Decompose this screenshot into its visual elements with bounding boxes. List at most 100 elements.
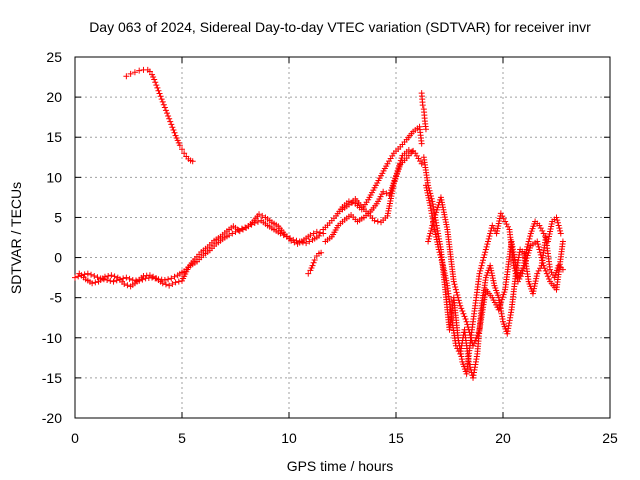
data-trace <box>226 224 235 233</box>
data-trace <box>162 281 169 288</box>
data-point <box>166 282 173 289</box>
y-tick-label: 0 <box>54 250 62 266</box>
data-trace <box>401 148 410 157</box>
data-trace <box>94 274 101 281</box>
data-trace <box>330 224 340 238</box>
data-trace <box>155 277 164 285</box>
data-point <box>110 278 117 285</box>
data-trace <box>88 271 95 278</box>
data-point <box>256 211 263 218</box>
data-trace <box>529 239 539 248</box>
data-trace <box>516 273 524 282</box>
data-trace <box>169 124 176 131</box>
data-trace <box>291 239 298 246</box>
x-tick-label: 0 <box>71 430 79 446</box>
y-tick-label: 20 <box>46 89 62 105</box>
data-trace <box>530 273 540 295</box>
data-trace <box>208 243 218 252</box>
data-point <box>536 222 543 229</box>
data-point <box>168 275 175 282</box>
data-trace <box>97 275 106 284</box>
data-point <box>288 237 295 244</box>
data-trace <box>368 202 379 213</box>
data-trace <box>383 190 390 197</box>
data-trace <box>354 202 363 211</box>
data-trace <box>120 275 127 282</box>
data-trace <box>283 233 292 242</box>
data-trace <box>548 269 556 278</box>
data-trace <box>528 220 538 235</box>
series-rise-b <box>322 147 425 245</box>
data-trace <box>111 273 118 280</box>
axis-ticks <box>74 56 611 419</box>
data-trace <box>399 157 408 166</box>
data-trace <box>374 218 381 225</box>
data-trace <box>471 329 482 347</box>
data-point <box>534 270 541 277</box>
data-point <box>170 127 177 134</box>
data-point <box>127 70 134 77</box>
data-point <box>91 273 98 280</box>
data-point <box>480 254 487 261</box>
data-point <box>476 270 483 277</box>
data-point <box>277 230 284 237</box>
data-point <box>405 147 412 154</box>
data-trace <box>196 254 205 263</box>
data-point <box>121 281 128 288</box>
data-point <box>529 290 536 297</box>
data-trace <box>187 258 197 269</box>
data-point <box>315 232 322 239</box>
data-point <box>540 262 547 269</box>
data-trace <box>432 228 442 251</box>
data-trace <box>350 214 359 223</box>
data-trace <box>235 227 242 234</box>
data-trace <box>522 245 534 267</box>
data-point <box>181 150 188 157</box>
data-point <box>161 104 168 111</box>
data-trace <box>548 280 558 291</box>
data-point <box>557 230 564 237</box>
y-tick-label: 25 <box>46 49 62 65</box>
data-point <box>146 68 153 75</box>
data-point <box>89 280 96 287</box>
data-trace <box>84 277 93 285</box>
data-trace <box>259 212 266 219</box>
data-point <box>155 87 162 94</box>
data-point <box>179 146 185 153</box>
data-trace <box>425 217 437 242</box>
data-trace <box>537 225 546 234</box>
data-trace <box>524 233 534 250</box>
data-point <box>318 249 325 256</box>
data-trace <box>399 139 408 148</box>
x-tick-label: 15 <box>388 430 404 446</box>
data-point <box>164 110 171 117</box>
data-point <box>450 278 457 285</box>
data-point <box>487 262 494 269</box>
data-trace <box>254 218 261 225</box>
data-point <box>104 277 111 284</box>
data-trace <box>438 196 450 231</box>
y-tick-label: 5 <box>54 209 62 225</box>
data-trace <box>75 273 82 280</box>
data-point <box>553 214 560 221</box>
data-trace <box>434 225 444 250</box>
data-point <box>136 67 143 74</box>
data-point <box>547 266 554 273</box>
data-trace <box>176 269 185 277</box>
data-trace <box>393 145 402 155</box>
data-point <box>435 246 442 253</box>
data-trace <box>360 206 370 215</box>
data-point <box>489 222 496 229</box>
data-trace <box>239 226 246 233</box>
data-trace <box>341 203 350 211</box>
data-trace <box>379 163 390 177</box>
y-tick-labels: -20 -15 -10 -5 0 5 10 15 20 25 <box>42 49 62 426</box>
y-tick-label: 15 <box>46 129 62 145</box>
data-trace <box>113 277 120 284</box>
data-trace <box>232 224 241 233</box>
data-point <box>431 214 438 221</box>
data-trace <box>303 233 312 242</box>
data-trace <box>348 197 357 206</box>
y-tick-label: -10 <box>42 330 62 346</box>
data-point <box>502 218 509 225</box>
